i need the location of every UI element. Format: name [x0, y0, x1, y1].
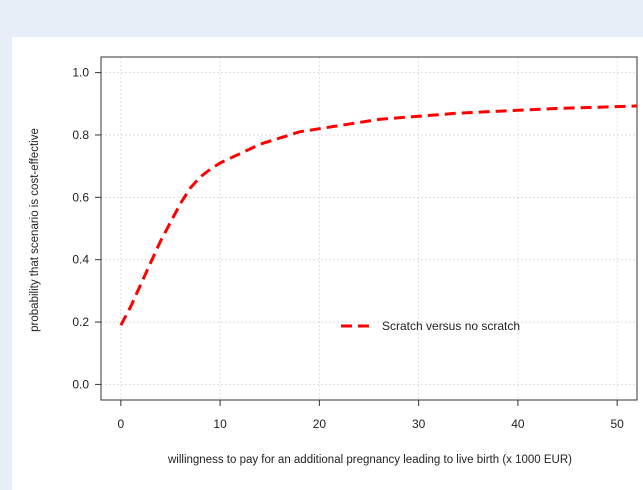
x-tick-label: 30	[412, 417, 426, 431]
plot-frame	[100, 56, 638, 401]
y-tick-label: 0.0	[72, 377, 89, 391]
y-tick-label: 0.8	[72, 128, 89, 142]
y-axis-title: probability that scenario is cost-effect…	[29, 128, 41, 332]
legend: Scratch versus no scratch	[341, 319, 520, 333]
grid-layer	[101, 57, 637, 400]
y-tick-label: 0.4	[72, 253, 89, 267]
axis-layer: 0 10 20 30 40 50 0.0 0.2 0.4 0.6 0.8 1.0	[72, 66, 624, 431]
legend-label: Scratch versus no scratch	[382, 319, 520, 333]
y-tick-label: 0.6	[72, 190, 89, 204]
x-tick-label: 50	[610, 417, 624, 431]
series-line-scratch-vs-no-scratch	[119, 104, 638, 326]
series-layer	[119, 104, 638, 326]
y-tick-label: 1.0	[72, 66, 89, 80]
x-tick-label: 0	[118, 417, 125, 431]
x-tick-label: 40	[511, 417, 525, 431]
x-axis-title: willingness to pay for an additional pre…	[167, 454, 572, 466]
x-tick-label: 10	[213, 417, 227, 431]
x-tick-label: 20	[313, 417, 327, 431]
chart-panel	[12, 37, 643, 490]
y-tick-label: 0.2	[72, 315, 89, 329]
